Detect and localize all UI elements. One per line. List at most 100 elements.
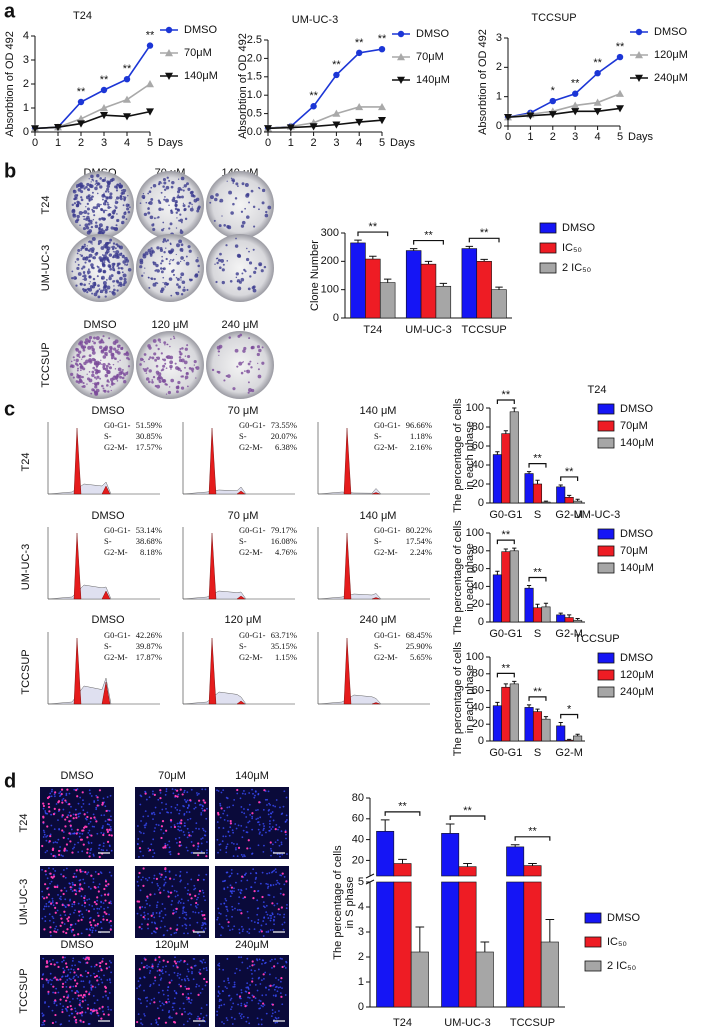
nucleus	[54, 856, 57, 858]
colony	[189, 207, 194, 212]
colony	[103, 389, 106, 392]
colony	[106, 246, 111, 251]
edu-cell	[68, 820, 71, 823]
nucleus	[266, 913, 269, 916]
nucleus	[259, 816, 262, 819]
nucleus	[182, 1002, 185, 1005]
nucleus	[175, 890, 178, 893]
edu-cell	[46, 825, 49, 828]
nucleus	[70, 888, 72, 891]
colony	[183, 360, 188, 365]
nucleus	[48, 867, 50, 870]
edu-cell	[187, 996, 190, 1000]
nucleus	[74, 923, 77, 925]
nucleus	[148, 876, 151, 879]
nucleus	[152, 793, 154, 795]
nucleus	[174, 806, 177, 809]
nucleus	[151, 967, 154, 970]
nucleus	[140, 1018, 142, 1021]
nucleus	[142, 815, 145, 818]
nucleus	[102, 797, 105, 800]
nucleus	[260, 924, 263, 927]
nucleus	[107, 1006, 109, 1008]
colony	[144, 267, 146, 269]
colony	[228, 336, 231, 339]
nucleus	[233, 798, 236, 801]
nucleus	[41, 917, 44, 920]
nucleus	[264, 962, 266, 965]
nucleus	[228, 994, 231, 997]
nucleus	[43, 833, 46, 836]
nucleus	[151, 790, 154, 793]
nucleus	[136, 912, 139, 915]
nucleus	[242, 1015, 245, 1018]
nucleus	[182, 910, 185, 912]
edu-cell	[69, 840, 72, 843]
error-bar	[558, 722, 563, 726]
colony	[267, 205, 272, 210]
edu-cell	[73, 883, 77, 887]
nucleus	[161, 989, 164, 992]
colony	[84, 261, 87, 264]
edu-cell	[96, 1012, 99, 1015]
legend-swatch	[597, 686, 615, 698]
colony	[252, 248, 255, 251]
nucleus	[156, 904, 158, 907]
colony	[187, 205, 191, 208]
chart-title: UM-UC-3	[574, 509, 620, 521]
nucleus	[46, 849, 49, 852]
colony	[159, 267, 163, 270]
nucleus	[183, 812, 186, 815]
nucleus	[70, 805, 72, 808]
colony	[186, 182, 189, 186]
stat-label: G0-G1-	[374, 420, 401, 430]
nucleus	[63, 923, 66, 925]
nucleus	[228, 834, 231, 837]
edu-cell	[48, 840, 51, 843]
nucleus	[233, 890, 235, 893]
nucleus	[164, 793, 167, 796]
edu-cell	[251, 812, 254, 815]
nucleus	[274, 868, 277, 871]
colony	[240, 371, 244, 375]
colony	[82, 278, 84, 281]
nucleus	[217, 964, 219, 966]
nucleus	[87, 831, 90, 834]
nucleus	[262, 901, 265, 903]
edu-cell	[138, 968, 141, 971]
nucleus	[259, 983, 262, 985]
nucleus	[233, 981, 236, 984]
nucleus	[90, 988, 93, 991]
legend-label: 140μM	[184, 70, 218, 82]
colony	[218, 350, 220, 353]
x-tick-label: 3	[333, 137, 339, 149]
stat-label: G2-M-	[239, 442, 263, 452]
nucleus	[165, 803, 168, 805]
nucleus	[233, 925, 236, 928]
edu-cell	[89, 921, 92, 924]
nucleus	[267, 809, 270, 812]
nucleus	[57, 838, 60, 841]
colony	[99, 185, 103, 189]
nucleus	[182, 1023, 185, 1026]
colony	[253, 225, 256, 228]
colony	[114, 357, 116, 360]
colony	[169, 243, 172, 246]
nucleus	[70, 978, 72, 981]
colony	[102, 198, 104, 201]
colony	[80, 254, 84, 257]
nucleus	[109, 981, 112, 984]
colony	[263, 265, 267, 269]
nucleus	[48, 913, 51, 916]
nucleus	[89, 792, 92, 795]
nucleus	[216, 916, 219, 919]
colony	[83, 283, 86, 287]
nucleus	[87, 841, 90, 844]
edu-cell	[60, 788, 64, 791]
legend-swatch	[597, 545, 615, 557]
colony	[191, 206, 193, 208]
colony	[92, 277, 96, 281]
nucleus	[79, 999, 81, 1002]
nucleus	[272, 819, 275, 822]
colony	[76, 369, 79, 372]
